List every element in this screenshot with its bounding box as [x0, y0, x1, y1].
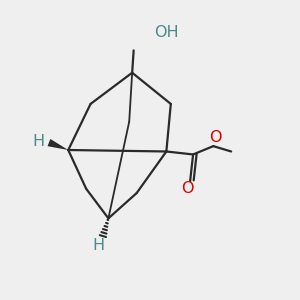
Text: O: O	[182, 181, 194, 196]
Text: H: H	[32, 134, 45, 149]
Text: O: O	[209, 130, 222, 145]
Text: OH: OH	[154, 25, 179, 40]
Text: H: H	[93, 238, 105, 253]
Polygon shape	[48, 139, 68, 150]
